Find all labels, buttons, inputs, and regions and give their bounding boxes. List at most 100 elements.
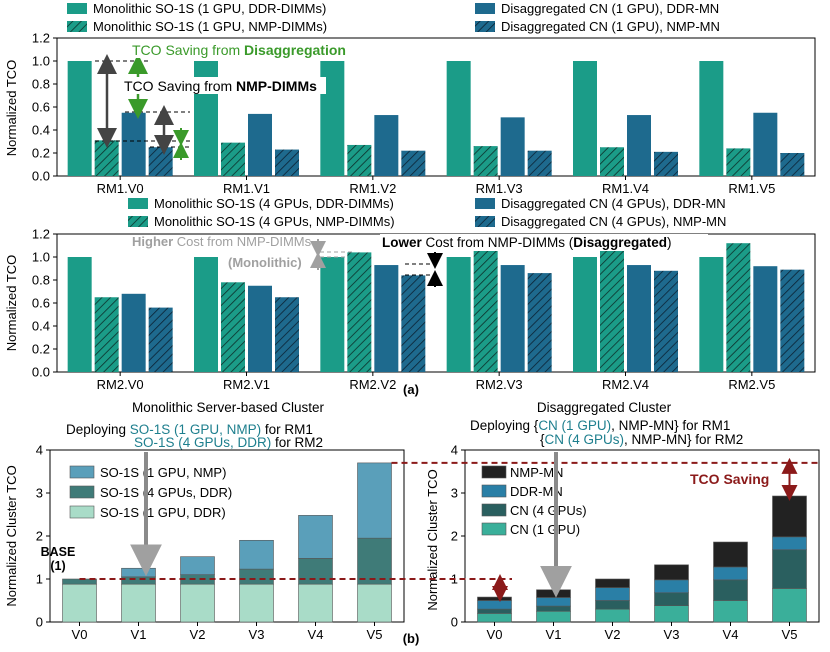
bar	[94, 297, 119, 372]
bar	[248, 285, 272, 372]
bar	[194, 257, 218, 372]
bar	[401, 275, 426, 372]
stack-segment	[713, 600, 748, 623]
stack-segment	[654, 605, 689, 623]
panel-label-a: (a)	[403, 382, 419, 397]
legend-swatch	[475, 21, 495, 32]
bar	[347, 252, 372, 372]
legend-label: CN (1 GPU)	[510, 522, 580, 537]
legend-swatch	[475, 216, 495, 227]
chart-b-right: Disaggregated Cluster Deploying {CN (1 G…	[425, 400, 820, 642]
deploy-text-rm2: {CN (4 GPUs), NMP-MN} for RM2	[540, 432, 743, 447]
legend-swatch	[481, 465, 507, 479]
y-tick-label: 0.6	[32, 296, 50, 311]
bar	[275, 149, 299, 176]
legend-swatch	[69, 505, 95, 519]
stack-segment	[298, 558, 333, 585]
annotation-monolithic: (Monolithic)	[228, 255, 302, 270]
y-axis-label: Normalized Cluster TCO	[4, 465, 19, 606]
bar	[121, 293, 146, 372]
stack-segment	[595, 578, 630, 588]
stack-segment	[298, 583, 333, 623]
x-tick-label: RM1.V2	[349, 181, 396, 196]
stack-segment	[595, 600, 630, 610]
bar	[600, 147, 624, 176]
panel-label-b: (b)	[403, 631, 420, 646]
base-sub-label: (1)	[50, 559, 65, 573]
bar	[320, 257, 345, 372]
stack-segment	[239, 568, 274, 585]
x-tick-label: V1	[131, 627, 147, 642]
legend-label: CN (4 GPUs)	[510, 503, 587, 518]
y-tick-label: 1.0	[32, 250, 50, 265]
bar	[67, 257, 92, 372]
bar	[699, 61, 724, 176]
x-tick-label: V1	[546, 627, 562, 642]
bar	[753, 266, 778, 372]
legend-label: Disaggregated CN (1 GPU), DDR-MN	[501, 1, 719, 16]
bar	[654, 151, 678, 176]
y-tick-label: 1.2	[32, 227, 50, 242]
bar	[527, 150, 552, 176]
bar	[148, 307, 173, 372]
x-tick-label: RM1.V4	[602, 181, 649, 196]
legend-swatch	[69, 465, 95, 479]
legend-a-bottom: Monolithic SO-1S (4 GPUs, DDR-DIMMs) Mon…	[128, 196, 726, 229]
bar	[374, 265, 399, 372]
bar	[527, 273, 552, 372]
bar	[726, 243, 751, 372]
chart-a-top: Normalized TCO 0.0 0.2 0.4 0.6 0.8 1.0 1.2 RM1.…	[4, 31, 816, 196]
legend-swatch	[481, 503, 507, 517]
stack-segment	[477, 608, 512, 614]
bar	[446, 257, 471, 372]
legend-swatch	[481, 522, 507, 536]
stack-segment	[357, 462, 392, 539]
y-tick-label: 0	[451, 615, 458, 630]
y-axis-label: Normalized TCO	[4, 255, 19, 352]
stack-segment	[357, 583, 392, 623]
y-tick-label: 1.0	[32, 54, 50, 69]
y-tick-label: 1	[36, 572, 43, 587]
stack-segment	[357, 537, 392, 585]
y-tick-label: 2	[36, 529, 43, 544]
legend-swatch	[67, 21, 87, 32]
stack-segment	[477, 600, 512, 610]
legend-a-top: Monolithic SO-1S (1 GPU, DDR-DIMMs) Mono…	[67, 1, 720, 34]
y-tick-label: 0.0	[32, 169, 50, 184]
stack-segment	[121, 567, 156, 578]
y-tick-label: 4	[36, 443, 43, 458]
bar	[67, 61, 92, 176]
legend-label: DDR-MN	[510, 484, 563, 499]
legend-label: Monolithic SO-1S (1 GPU, DDR-DIMMs)	[93, 1, 326, 16]
bar	[780, 269, 805, 372]
bar	[148, 147, 173, 176]
chart-title: Disaggregated Cluster	[537, 400, 672, 415]
x-tick-label: V4	[723, 627, 739, 642]
x-tick-label: RM1.V5	[728, 181, 775, 196]
chart-a-bottom: Normalized TCO 0.0 0.2 0.4 0.6 0.8 1.0 1.2 RM2.…	[4, 227, 816, 392]
bar	[248, 113, 272, 176]
y-tick-label: 3	[36, 486, 43, 501]
legend-label: Disaggregated CN (4 GPUs), NMP-MN	[501, 214, 726, 229]
x-tick-label: RM1.V0	[97, 181, 144, 196]
stack-segment	[772, 495, 807, 538]
legend-label: SO-1S (1 GPU, DDR)	[100, 505, 226, 520]
y-tick-label: 1.2	[32, 31, 50, 46]
stack-segment	[121, 583, 156, 623]
bar	[627, 115, 651, 176]
annotation-nmp-saving: TCO Saving from NMP-DIMMs	[124, 78, 317, 94]
stack-segment	[772, 588, 807, 623]
stack-segment	[713, 541, 748, 568]
stack-segment	[772, 549, 807, 589]
x-tick-label: V4	[308, 627, 324, 642]
x-tick-label: RM2.V0	[97, 377, 144, 392]
annotations-a-top: TCO Saving from Disaggregation TCO Savin…	[95, 41, 360, 160]
bar	[780, 153, 805, 176]
x-tick-label: RM1.V3	[476, 181, 523, 196]
legend-swatch	[69, 485, 95, 499]
stack-segment	[180, 556, 215, 576]
y-tick-label: 0.0	[32, 365, 50, 380]
stack-segment	[121, 576, 156, 585]
y-tick-label: 0.2	[32, 342, 50, 357]
